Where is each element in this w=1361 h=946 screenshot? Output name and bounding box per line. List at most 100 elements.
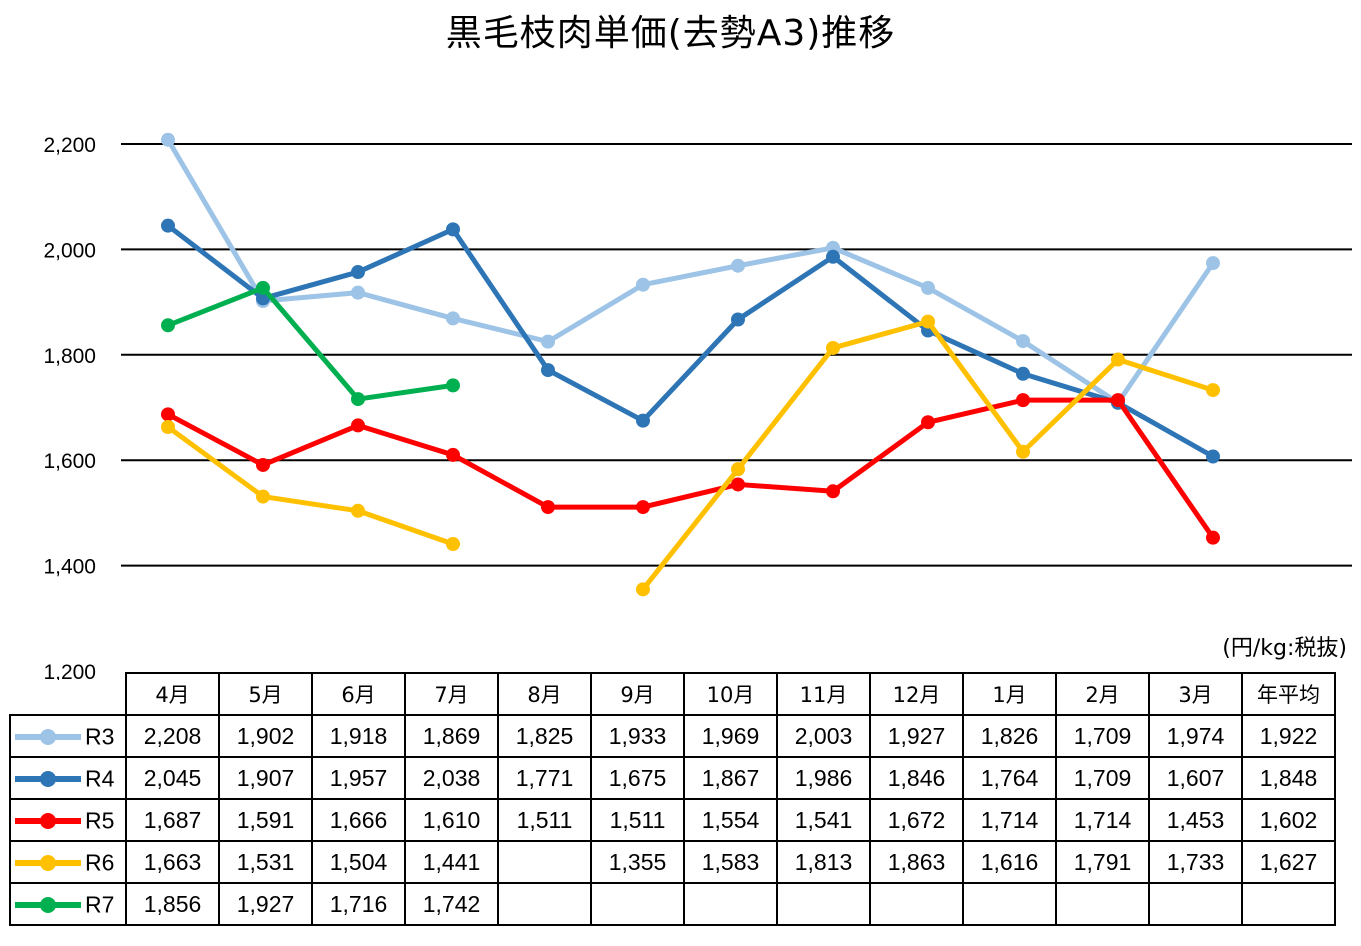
average-cell: 1,848	[1241, 756, 1336, 800]
value-cell: 1,441	[404, 840, 499, 884]
table-row: R4 2,045 1,907 1,957 2,038 1,771 1,675 1,867 1,9…	[9, 756, 1336, 800]
table-row: R3 2,208 1,902 1,918 1,869 1,825 1,933 1,969 2,0…	[9, 714, 1336, 758]
legend-swatch	[15, 895, 85, 915]
data-point	[161, 218, 175, 233]
data-point	[921, 415, 935, 430]
average-header: 年平均	[1241, 672, 1336, 716]
legend-marker	[40, 896, 56, 913]
data-point	[446, 311, 460, 326]
legend-swatch	[15, 769, 85, 789]
value-cell	[962, 882, 1057, 926]
data-point	[541, 363, 555, 378]
data-point	[921, 280, 935, 295]
data-point	[731, 477, 745, 492]
y-tick-label: 1,600	[43, 450, 96, 473]
value-cell: 1,511	[590, 798, 685, 842]
average-cell: 1,922	[1241, 714, 1336, 758]
data-point	[161, 318, 175, 333]
month-header: 4月	[125, 672, 220, 716]
value-cell	[497, 882, 592, 926]
value-cell: 1,969	[683, 714, 778, 758]
month-header: 10月	[683, 672, 778, 716]
value-cell: 1,709	[1055, 714, 1150, 758]
value-cell: 1,846	[869, 756, 964, 800]
y-tick-label: 1,400	[43, 556, 96, 579]
data-point	[1111, 352, 1125, 367]
legend-swatch	[15, 853, 85, 873]
data-point	[731, 462, 745, 477]
data-point	[826, 340, 840, 355]
value-cell: 1,986	[776, 756, 871, 800]
data-point	[351, 285, 365, 300]
value-cell: 1,716	[311, 882, 406, 926]
average-cell	[1241, 882, 1336, 926]
month-header: 6月	[311, 672, 406, 716]
month-header: 8月	[497, 672, 592, 716]
value-cell	[683, 882, 778, 926]
value-cell: 1,869	[404, 714, 499, 758]
y-tick-label: 2,200	[43, 134, 96, 157]
value-cell: 1,709	[1055, 756, 1150, 800]
series-r5	[161, 393, 1220, 545]
legend-label: R5	[85, 807, 115, 834]
data-point	[1206, 256, 1220, 271]
value-cell: 1,856	[125, 882, 220, 926]
month-header: 11月	[776, 672, 871, 716]
data-point	[256, 457, 270, 472]
legend-marker	[40, 854, 56, 871]
value-cell: 1,771	[497, 756, 592, 800]
value-cell: 1,663	[125, 840, 220, 884]
value-cell: 1,504	[311, 840, 406, 884]
unit-note: (円/kg:税抜)	[1222, 636, 1347, 661]
data-point	[446, 222, 460, 237]
value-cell	[1055, 882, 1150, 926]
month-header: 3月	[1148, 672, 1243, 716]
value-cell: 1,591	[218, 798, 313, 842]
table-header-row: 4月 5月 6月 7月 8月 9月 10月 11月 12月 1月 2月 3月 年平均	[10, 672, 1336, 716]
data-point	[161, 419, 175, 434]
data-point	[731, 312, 745, 327]
data-point	[1206, 449, 1220, 464]
value-cell	[776, 882, 871, 926]
value-cell: 1,616	[962, 840, 1057, 884]
data-point	[351, 265, 365, 280]
value-cell: 1,666	[311, 798, 406, 842]
legend-label: R3	[85, 723, 115, 750]
legend-cell: R6	[9, 840, 127, 884]
data-point	[636, 277, 650, 292]
data-table: 4月 5月 6月 7月 8月 9月 10月 11月 12月 1月 2月 3月 年平均 R3 2,208 1,9…	[9, 672, 1336, 926]
value-cell: 1,927	[869, 714, 964, 758]
value-cell: 2,003	[776, 714, 871, 758]
value-cell: 1,355	[590, 840, 685, 884]
month-header: 2月	[1055, 672, 1150, 716]
data-point	[1111, 393, 1125, 408]
value-cell	[869, 882, 964, 926]
value-cell: 1,791	[1055, 840, 1150, 884]
legend-marker	[40, 728, 56, 745]
value-cell: 1,764	[962, 756, 1057, 800]
value-cell: 1,813	[776, 840, 871, 884]
table-row: R7 1,856 1,927 1,716 1,742	[9, 882, 1336, 926]
value-cell: 1,902	[218, 714, 313, 758]
data-point	[351, 392, 365, 407]
series-line	[165, 285, 456, 402]
series-r4	[161, 218, 1220, 464]
legend-swatch	[15, 811, 85, 831]
data-point	[161, 407, 175, 422]
series-r6	[161, 314, 1220, 597]
value-cell: 1,714	[962, 798, 1057, 842]
data-point	[446, 447, 460, 462]
chart-title: 黒毛枝肉単価(去勢A3)推移	[445, 13, 896, 54]
legend-swatch	[15, 727, 85, 747]
value-cell: 1,974	[1148, 714, 1243, 758]
data-point	[636, 582, 650, 597]
value-cell: 2,208	[125, 714, 220, 758]
value-cell: 1,907	[218, 756, 313, 800]
value-cell: 1,742	[404, 882, 499, 926]
value-cell: 1,672	[869, 798, 964, 842]
data-point	[161, 132, 175, 147]
data-point	[826, 249, 840, 264]
value-cell: 1,918	[311, 714, 406, 758]
value-cell: 1,610	[404, 798, 499, 842]
